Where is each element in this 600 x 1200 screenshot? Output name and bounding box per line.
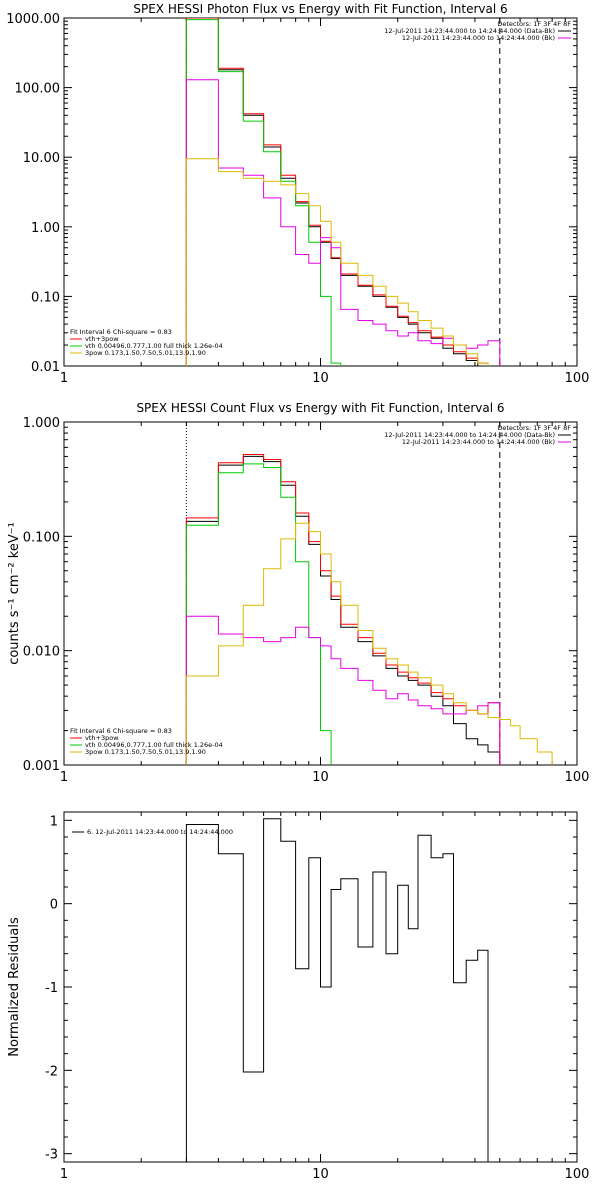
series-3pow-line [185, 615, 501, 765]
legend-entry: 12-Jul-2011 14:23:44.000 to 14:24:44.000… [402, 438, 555, 446]
x-tick-label: 100 [565, 371, 590, 386]
legend-entry: 12-Jul-2011 14:23:44.000 to 14:24:44.000… [384, 431, 555, 439]
x-tick-label: 10 [312, 371, 329, 386]
x-tick-label: 100 [565, 1167, 590, 1182]
y-tick-label: -3 [45, 1148, 58, 1163]
count-flux-panel: SPEX HESSI Count Flux vs Energy with Fit… [7, 401, 590, 785]
plot-area [185, 818, 489, 1162]
y-tick-label: 1.00 [31, 221, 60, 236]
series-total-line [185, 455, 501, 765]
x-tick-label: 1 [60, 770, 68, 785]
series-3pow-line [185, 79, 501, 366]
y-tick-label: 0 [50, 898, 58, 913]
y-tick-label: 0.100 [23, 530, 60, 545]
legend-entry: 6. 12-Jul-2011 14:23:44.000 to 14:24:44.… [87, 828, 233, 836]
y-tick-label: -1 [45, 981, 58, 996]
x-tick-label: 10 [312, 770, 329, 785]
y-tick-label: 0.001 [23, 759, 60, 774]
y-tick-label: 0.010 [23, 645, 60, 660]
legend-entry: vth+3pow [85, 734, 119, 742]
y-tick-label: -2 [45, 1064, 58, 1079]
legend-entry: Detectors: 1F 3F 4F 8F [497, 424, 571, 432]
legend-entry: vth 0.00496,0.777,1.00 full thick 1.26e-… [85, 342, 223, 350]
y-axis-label: Normalized Residuals [7, 917, 22, 1057]
legend-entry: 3pow 0.173,1.50,7.50,5.01,13.9,1.90 [85, 349, 206, 357]
series-bk-line [185, 522, 553, 765]
y-tick-label: 1 [50, 814, 58, 829]
series-vth-line [185, 19, 342, 366]
legend-entry: 12-Jul-2011 14:23:44.000 to 14:24:44.000… [384, 27, 555, 35]
series-bk-line [185, 158, 489, 366]
x-tick-label: 100 [565, 770, 590, 785]
y-tick-label: 0.01 [31, 360, 60, 375]
legend-entry: Fit Interval 6 Chi-square = 0.83 [70, 727, 172, 735]
series-total-line [185, 818, 489, 1162]
legend-entry: Detectors: 1F 3F 4F 8F [497, 20, 571, 28]
legend-entry: Fit Interval 6 Chi-square = 0.83 [70, 328, 172, 336]
plot-area [185, 18, 501, 366]
plot-area [185, 422, 553, 765]
series-vth-3pow-line [185, 18, 489, 366]
legend-entry: vth+3pow [85, 335, 119, 343]
chart-title: SPEX HESSI Count Flux vs Energy with Fit… [136, 401, 504, 415]
y-tick-label: 0.10 [31, 290, 60, 305]
series-total-line [185, 18, 489, 366]
y-tick-label: 1000.00 [6, 12, 60, 27]
chart-title: SPEX HESSI Photon Flux vs Energy with Fi… [133, 2, 507, 16]
x-tick-label: 10 [312, 1167, 329, 1182]
legend-entry: vth 0.00496,0.777,1.00 full thick 1.26e-… [85, 741, 223, 749]
y-axis-label: counts s⁻¹ cm⁻² keV⁻¹ [7, 522, 22, 665]
y-tick-label: 1.000 [23, 416, 60, 431]
legend-entry: 3pow 0.173,1.50,7.50,5.01,13.9,1.90 [85, 748, 206, 756]
series-vth-line [185, 463, 332, 765]
y-tick-label: 100.00 [15, 82, 61, 97]
y-tick-label: 10.00 [23, 151, 60, 166]
x-tick-label: 1 [60, 1167, 68, 1182]
photon-flux-panel: SPEX HESSI Photon Flux vs Energy with Fi… [6, 2, 590, 386]
x-tick-label: 1 [60, 371, 68, 386]
legend-entry: 12-Jul-2011 14:23:44.000 to 14:24:44.000… [402, 34, 555, 42]
